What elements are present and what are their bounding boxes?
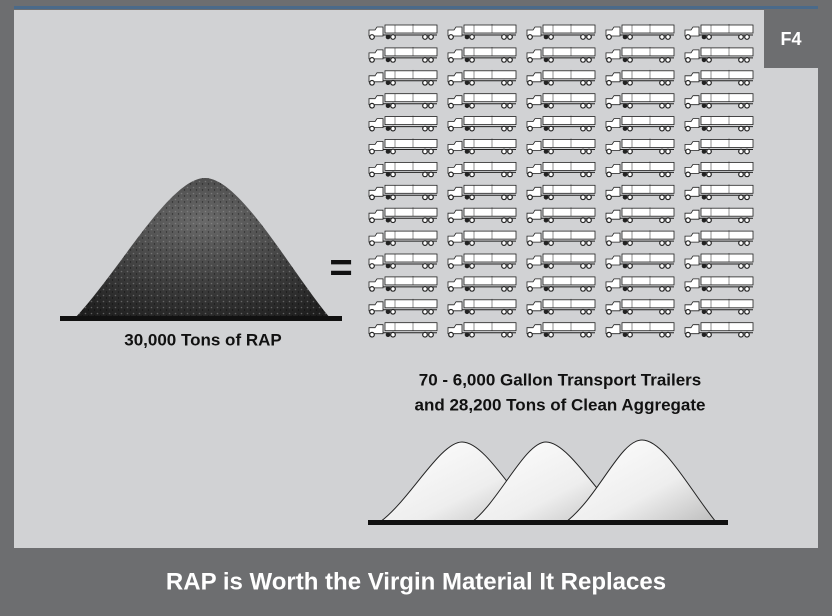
trailers-label: 70 - 6,000 Gallon Transport Trailers — [419, 370, 702, 389]
page: F4 30,000 Tons of RAP = 70 - 6,000 Gallo… — [0, 0, 832, 616]
rap-label: 30,000 Tons of RAP — [124, 330, 281, 349]
ground-line — [368, 520, 728, 525]
top-rule — [14, 6, 818, 9]
ground-line — [60, 316, 342, 321]
footer-caption: RAP is Worth the Virgin Material It Repl… — [166, 568, 666, 595]
badge: F4 — [780, 29, 801, 49]
equals-sign: = — [329, 246, 352, 290]
infographic: F4 30,000 Tons of RAP = 70 - 6,000 Gallo… — [0, 0, 832, 616]
aggregate-label: and 28,200 Tons of Clean Aggregate — [415, 395, 706, 414]
